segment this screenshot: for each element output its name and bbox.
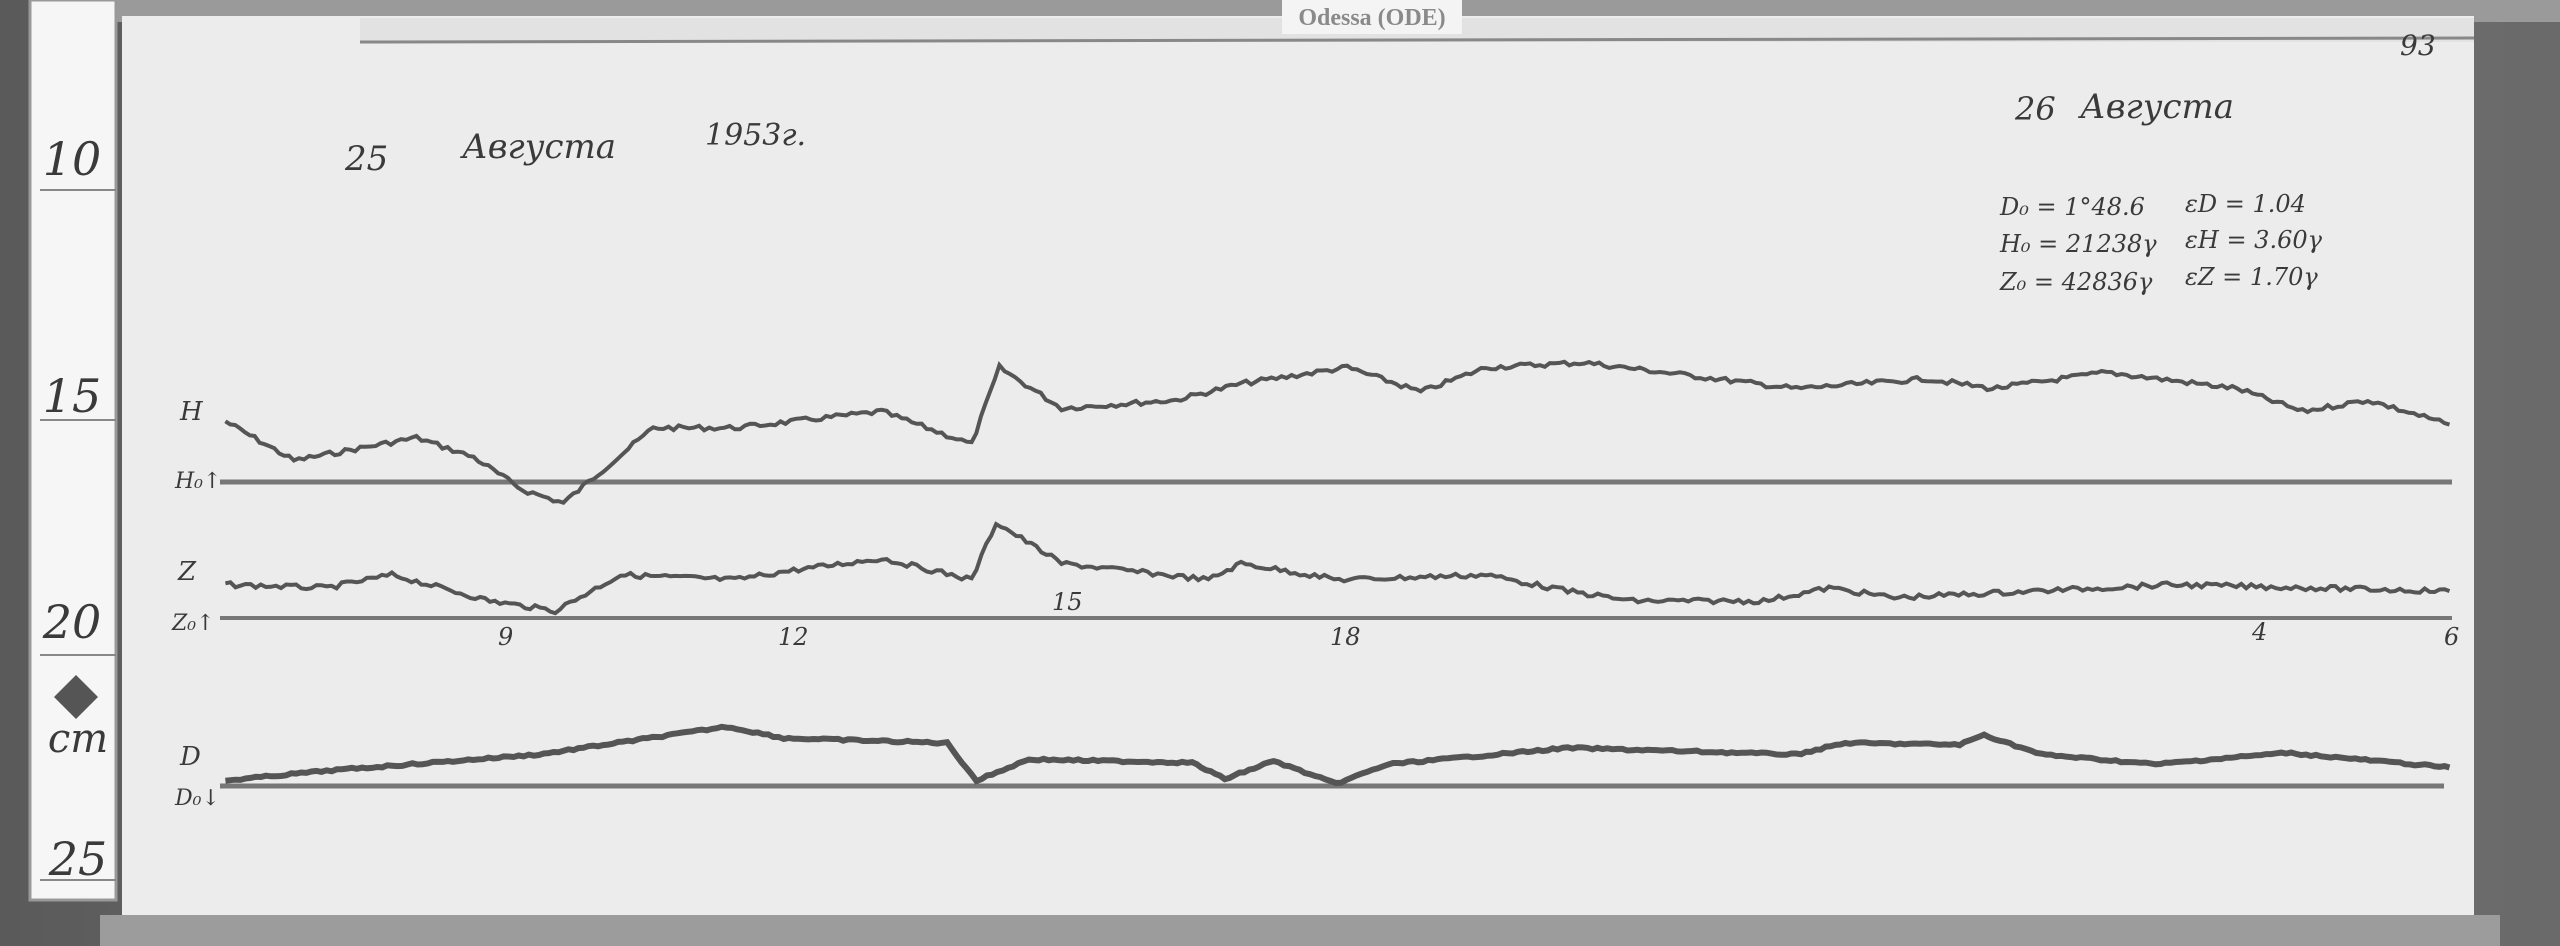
station-label: Odessa (ODE) [1298, 5, 1445, 31]
Z-trace [225, 521, 2451, 616]
page-mark: 93 [2400, 29, 2436, 62]
hour-mark-9: 9 [498, 623, 513, 651]
constant-Z0: Z₀ = 42836γ [1999, 268, 2153, 296]
constant-eH: εH = 3.60γ [2185, 226, 2323, 254]
hour-mark-18: 18 [1330, 623, 1361, 651]
hour-mark-4: 4 [2251, 618, 2267, 646]
Z-label: Z [177, 557, 197, 587]
constant-eZ: εZ = 1.70γ [2185, 263, 2318, 291]
constant-D0: D₀ = 1°48.6 [1999, 193, 2145, 221]
hour-mark-12: 12 [778, 623, 809, 651]
fold-line [359, 36, 2475, 44]
ruler-mark-10: 10 [43, 132, 102, 186]
constant-H0: H₀ = 21238γ [1999, 230, 2157, 258]
H-label: H [179, 397, 204, 427]
constant-eD: εD = 1.04 [2185, 190, 2306, 218]
ruler-ticks [40, 189, 116, 881]
D-label: D [179, 742, 201, 772]
H-trace [224, 359, 2451, 505]
month1: Августа [460, 127, 616, 167]
bottom-strip [100, 915, 2500, 946]
year: 1953г. [705, 118, 806, 153]
hour-mark-6: 6 [2444, 623, 2459, 651]
day2: 26 [2014, 90, 2056, 128]
ruler-mark-25: 25 [48, 832, 108, 886]
paper [122, 16, 2474, 916]
ruler-mark-20: 20 [42, 595, 102, 649]
Z-baseline-label: Z₀↑ [171, 611, 215, 636]
station-label-box [1282, 0, 1462, 34]
month2: Августа [2078, 87, 2234, 127]
ruler-emblem-icon [54, 675, 98, 719]
ruler-unit: cm [48, 716, 108, 762]
D-baseline-label: D₀↓ [174, 786, 220, 811]
ruler [28, 0, 118, 902]
hour-mark-15: 15 [1052, 588, 1083, 616]
ruler-mark-15: 15 [43, 369, 102, 423]
H-baseline-label: H₀↑ [174, 469, 221, 494]
D-trace [225, 723, 2451, 786]
day1: 25 [344, 139, 388, 179]
